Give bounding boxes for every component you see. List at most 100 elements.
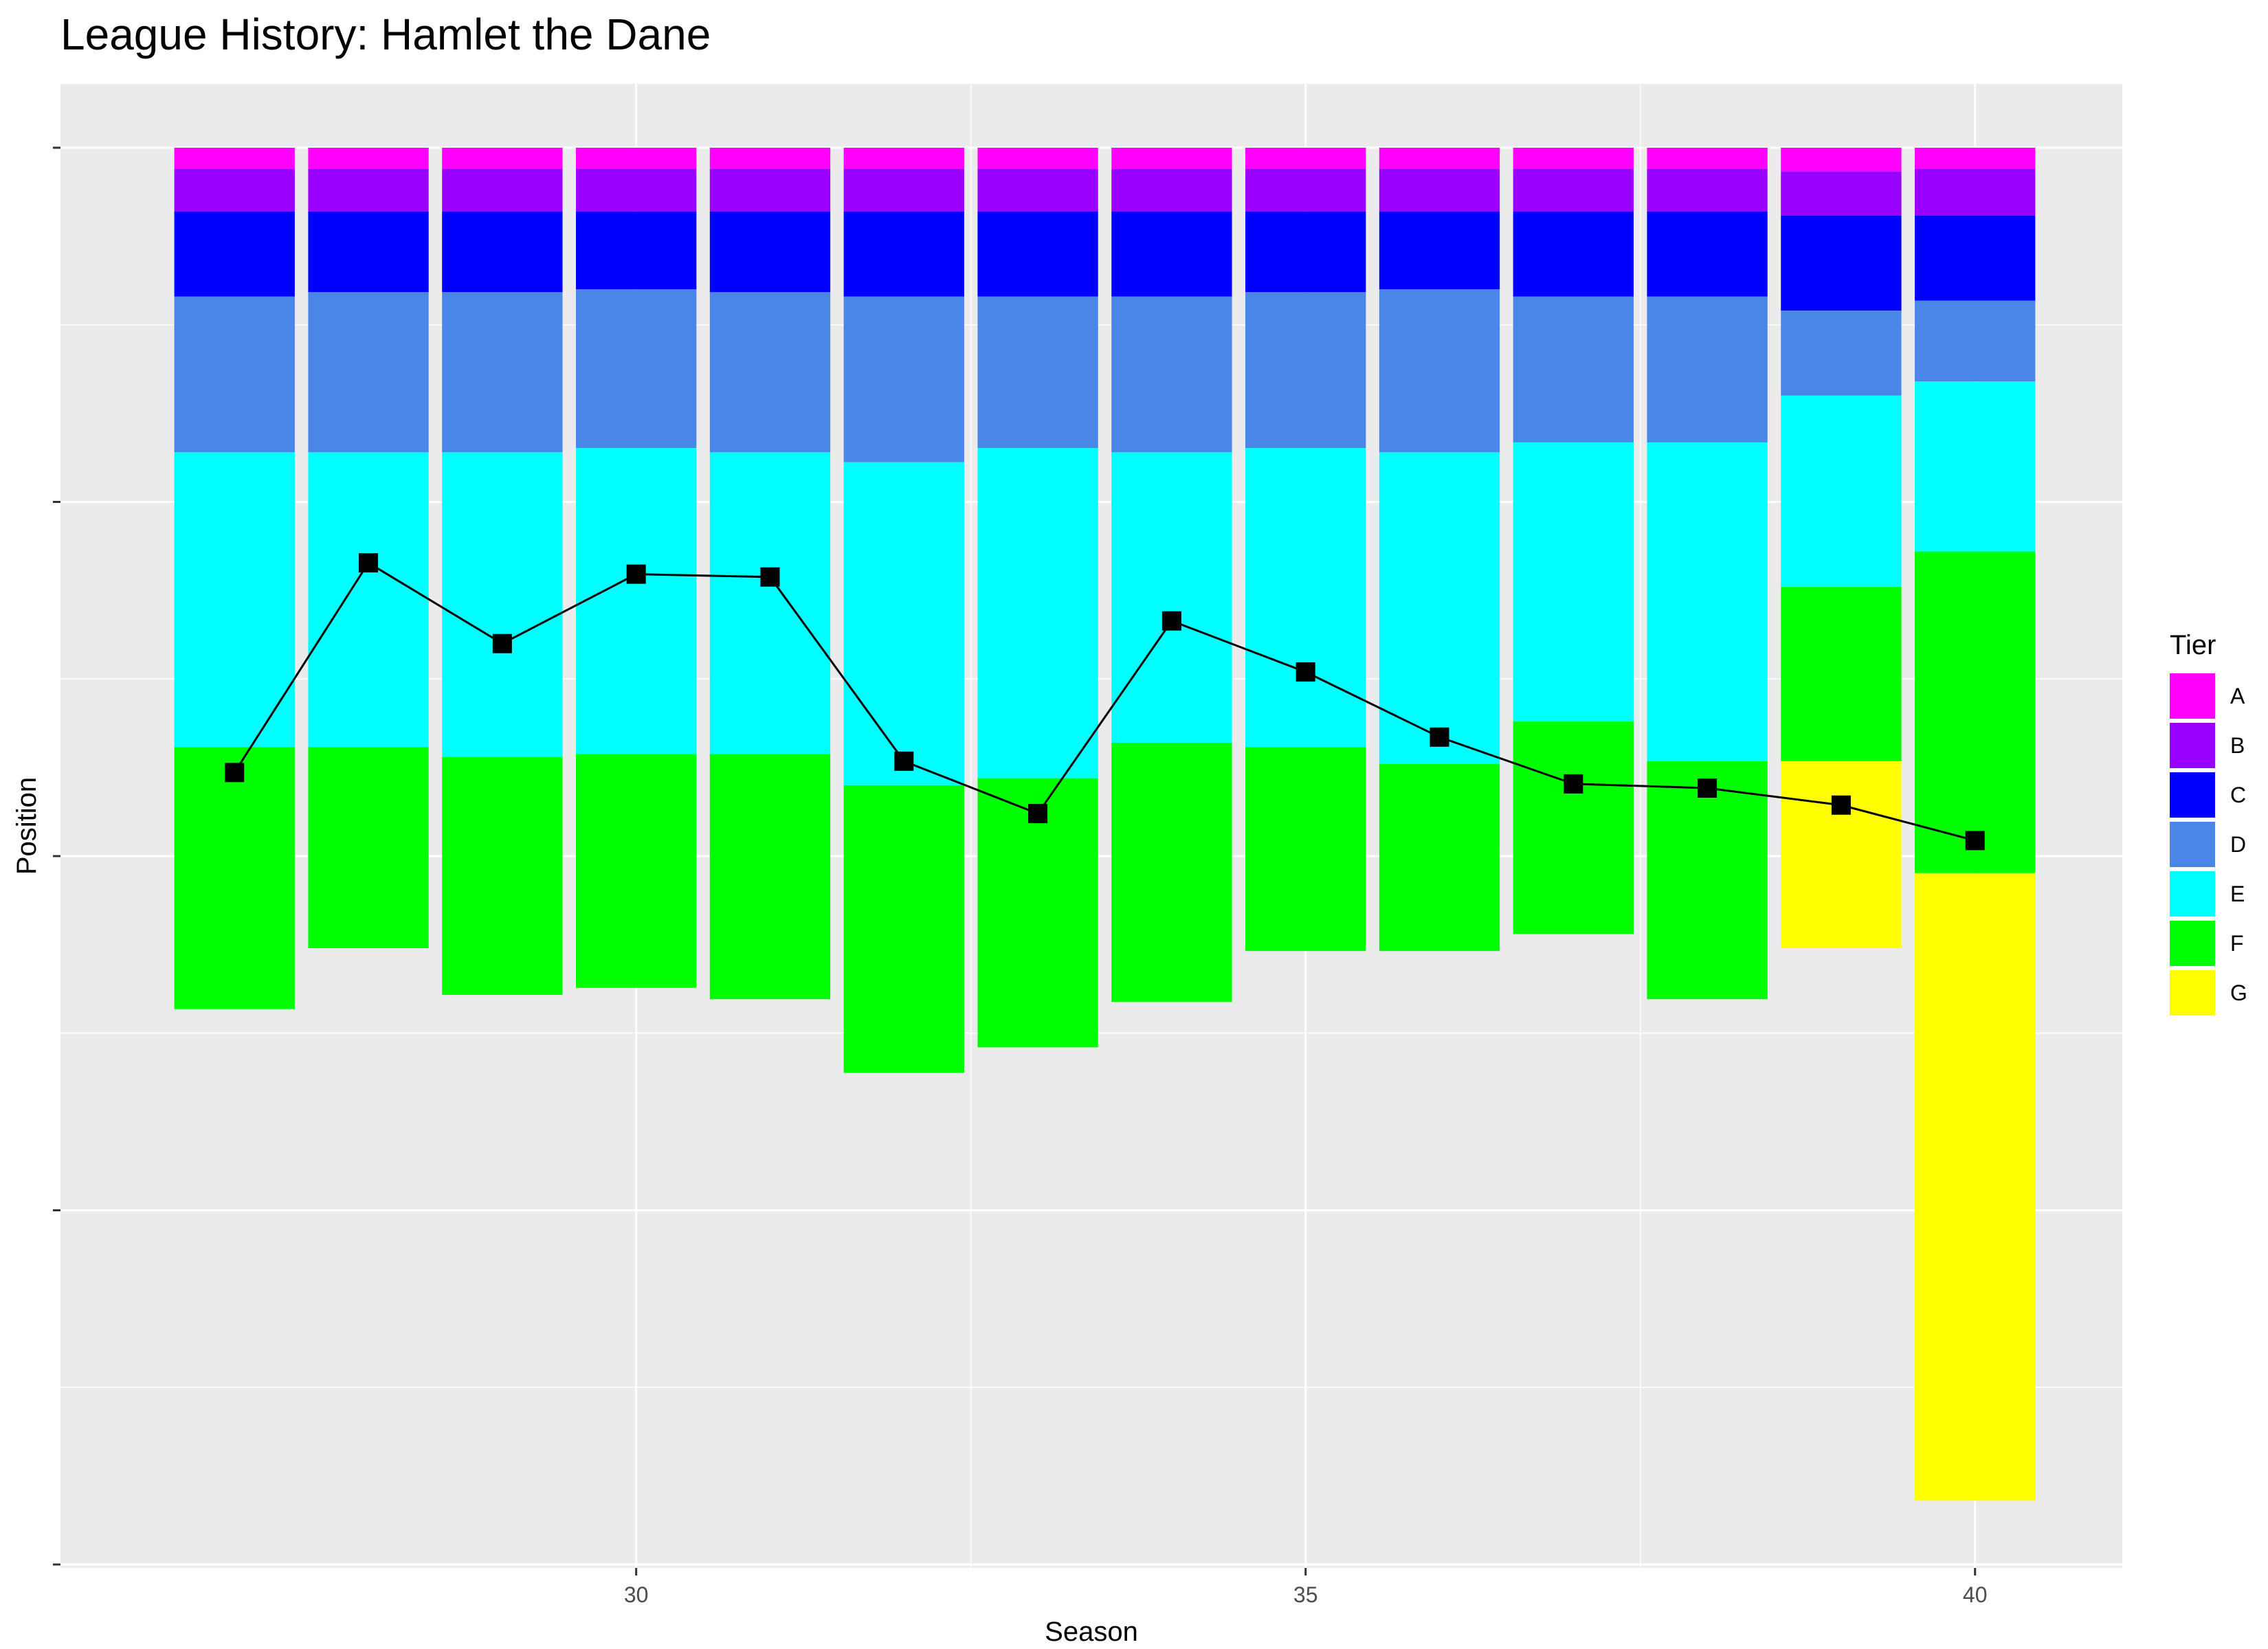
position-point bbox=[894, 751, 914, 771]
bar-segment-tier-b bbox=[1379, 168, 1500, 212]
position-point bbox=[1296, 662, 1315, 682]
bar-segment-tier-f bbox=[576, 754, 697, 988]
bar-segment-tier-d bbox=[1245, 292, 1366, 449]
bar-segment-tier-e bbox=[977, 448, 1098, 778]
bar-segment-tier-f bbox=[308, 747, 429, 949]
bar-segment-tier-a bbox=[1245, 148, 1366, 169]
bar-segment-tier-c bbox=[1379, 211, 1500, 290]
bar-segment-tier-b bbox=[1915, 168, 2036, 216]
bar-segment-tier-d bbox=[843, 296, 964, 462]
legend-label-tier-e: E bbox=[2230, 882, 2245, 906]
legend-title: Tier bbox=[2170, 630, 2216, 660]
bar-segment-tier-e bbox=[308, 452, 429, 748]
bar-segment-tier-f bbox=[843, 785, 964, 1073]
bar-segment-tier-e bbox=[1245, 448, 1366, 748]
bar-segment-tier-e bbox=[1647, 442, 1768, 761]
legend-label-tier-a: A bbox=[2230, 684, 2245, 708]
bar-segment-tier-a bbox=[442, 148, 563, 169]
bar-segment-tier-f bbox=[1647, 761, 1768, 1000]
x-tick-label: 30 bbox=[624, 1582, 649, 1607]
bar-segment-tier-a bbox=[1379, 148, 1500, 169]
bar-segment-tier-a bbox=[709, 148, 831, 169]
position-point bbox=[1028, 804, 1048, 824]
bar-segment-tier-c bbox=[709, 211, 831, 293]
bar-segment-tier-f bbox=[442, 756, 563, 996]
bar-segment-tier-c bbox=[977, 211, 1098, 297]
position-point bbox=[1698, 778, 1717, 798]
position-point bbox=[1161, 611, 1181, 631]
bar-segment-tier-g bbox=[1781, 761, 1902, 949]
bar-segment-tier-d bbox=[308, 292, 429, 453]
bar-segment-tier-c bbox=[1245, 211, 1366, 293]
bar-segment-tier-f bbox=[174, 747, 295, 1009]
bar-segment-tier-e bbox=[576, 448, 697, 754]
legend-key-tier-f bbox=[2170, 921, 2215, 966]
bar-segment-tier-c bbox=[308, 211, 429, 293]
legend-key-tier-d bbox=[2170, 822, 2215, 867]
bar-segment-tier-b bbox=[843, 168, 964, 212]
bar-segment-tier-d bbox=[174, 296, 295, 453]
bar-segment-tier-f bbox=[1245, 747, 1366, 952]
legend-label-tier-d: D bbox=[2230, 832, 2246, 857]
bar-segment-tier-a bbox=[1513, 148, 1634, 169]
bar-segment-tier-c bbox=[1647, 211, 1768, 297]
legend-label-tier-b: B bbox=[2230, 733, 2245, 758]
bar-segment-tier-a bbox=[1111, 148, 1232, 169]
position-line bbox=[225, 553, 1985, 851]
legend-key-tier-g bbox=[2170, 970, 2215, 1016]
bar-segment-tier-g bbox=[1915, 873, 2036, 1501]
bar-segment-tier-f bbox=[1111, 743, 1232, 1002]
position-series-line bbox=[233, 561, 1976, 842]
bar-segment-tier-a bbox=[1647, 148, 1768, 169]
bar-segment-tier-a bbox=[977, 148, 1098, 169]
bar-segment-tier-d bbox=[442, 292, 563, 453]
legend-key-tier-c bbox=[2170, 772, 2215, 818]
y-axis-title: Position bbox=[12, 777, 42, 875]
bar-segment-tier-b bbox=[1781, 172, 1902, 216]
bar-segment-tier-f bbox=[1379, 763, 1500, 952]
legend: Tier A B C D E FG bbox=[2170, 630, 2247, 1016]
bar-segment-tier-e bbox=[174, 452, 295, 748]
x-tick-label: 35 bbox=[1293, 1582, 1318, 1607]
bar-segment-tier-a bbox=[308, 148, 429, 169]
bar-segment-tier-a bbox=[1781, 148, 1902, 172]
bar-segment-tier-b bbox=[576, 168, 697, 212]
bar-segment-tier-d bbox=[1111, 296, 1232, 453]
bar-segment-tier-b bbox=[1513, 168, 1634, 212]
bar-segment-tier-d bbox=[1915, 300, 2036, 382]
legend-label-tier-c: C bbox=[2230, 783, 2246, 807]
legend-key-tier-b bbox=[2170, 723, 2215, 768]
axes: 30 35 40 bbox=[53, 146, 1988, 1607]
legend-key-tier-a bbox=[2170, 673, 2215, 719]
bar-segment-tier-e bbox=[843, 462, 964, 785]
position-point bbox=[1965, 831, 1985, 851]
bar-segment-tier-c bbox=[442, 211, 563, 293]
bar-segment-tier-b bbox=[1245, 168, 1366, 212]
bar-segment-tier-b bbox=[442, 168, 563, 212]
bar-segment-tier-f bbox=[1915, 551, 2036, 873]
legend-key-tier-e bbox=[2170, 871, 2215, 917]
bar-segment-tier-e bbox=[442, 452, 563, 757]
bar-segment-tier-c bbox=[1781, 215, 1902, 311]
position-point bbox=[1430, 727, 1449, 747]
bar-segment-tier-b bbox=[977, 168, 1098, 212]
bar-segment-tier-b bbox=[174, 168, 295, 212]
bar-segment-tier-b bbox=[1647, 168, 1768, 212]
position-point bbox=[359, 553, 379, 573]
bar-segment-tier-d bbox=[1379, 289, 1500, 453]
bar-segment-tier-d bbox=[709, 292, 831, 453]
bar-segment-tier-f bbox=[709, 754, 831, 1000]
tier-bars bbox=[174, 148, 2036, 1501]
position-point bbox=[1564, 774, 1583, 794]
bar-segment-tier-d bbox=[977, 296, 1098, 449]
position-point bbox=[760, 567, 780, 587]
bar-segment-tier-c bbox=[843, 211, 964, 297]
bar-segment-tier-e bbox=[1379, 452, 1500, 764]
bar-segment-tier-a bbox=[843, 148, 964, 169]
bar-segment-tier-f bbox=[1781, 587, 1902, 761]
legend-label-tier-g: G bbox=[2230, 980, 2247, 1005]
bar-segment-tier-e bbox=[1781, 395, 1902, 587]
x-axis-title: Season bbox=[1045, 1617, 1138, 1647]
bar-segment-tier-a bbox=[174, 148, 295, 169]
bar-segment-tier-a bbox=[576, 148, 697, 169]
